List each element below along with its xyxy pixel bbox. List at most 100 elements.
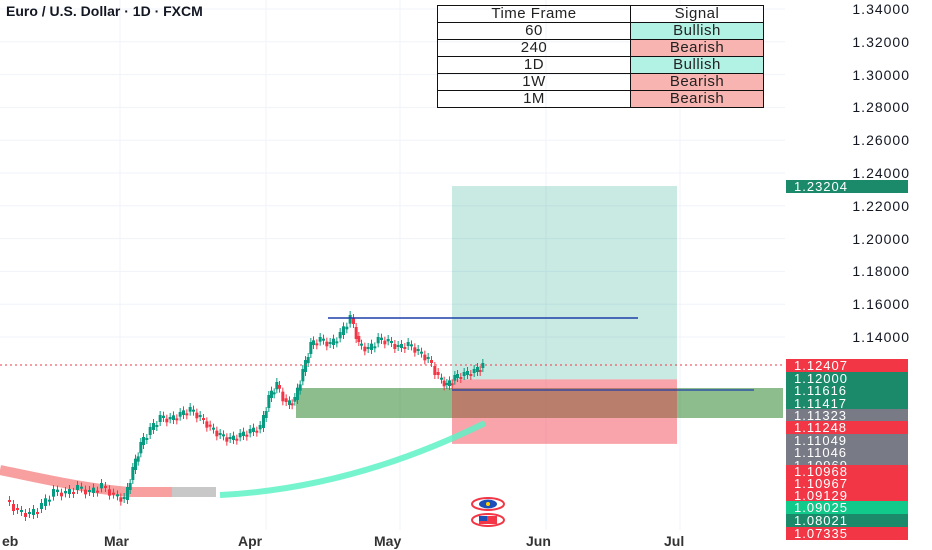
time-tick-label: May (374, 533, 402, 549)
signal-table: Time Frame Signal 60 Bullish 240 Bearish… (437, 5, 764, 108)
candle-body (345, 326, 349, 330)
candle-body (212, 427, 215, 430)
price-tick-label: 1.28000 (852, 99, 910, 116)
candle-body (400, 344, 403, 348)
candle-body (68, 489, 71, 494)
candle-body (148, 427, 152, 435)
candle-body (325, 341, 329, 347)
price-tag: 1.12407 (786, 359, 908, 372)
candle-body (24, 513, 27, 517)
candle-body (445, 383, 449, 385)
position-zones (296, 186, 783, 444)
candle-body (245, 434, 249, 437)
signal-cell: Bearish (630, 90, 764, 108)
time-tick-label: Jun (526, 533, 551, 549)
candle-body (72, 492, 75, 494)
candle-body (258, 425, 262, 430)
candle-body (215, 430, 219, 437)
signal-table-header: Time Frame Signal (437, 5, 764, 23)
candle-body (162, 415, 165, 418)
price-tag: 1.23204 (786, 180, 908, 193)
candle-body (76, 485, 79, 490)
candle-body (315, 343, 319, 346)
candle-body (128, 483, 132, 490)
candle-body (318, 337, 322, 342)
candle-body (370, 343, 373, 350)
candle-body (442, 380, 446, 387)
eu-flag-icon (470, 497, 506, 511)
price-tag: 1.12000 (786, 372, 908, 385)
candle-body (116, 494, 119, 497)
price-tick-label: 1.24000 (852, 165, 910, 181)
candle-body (448, 380, 451, 386)
time-tick-label: Mar (104, 533, 129, 549)
price-tag: 1.11417 (786, 397, 908, 410)
stop-loss-zone (452, 379, 677, 444)
take-profit-zone (452, 186, 677, 380)
candlestick-series (8, 311, 485, 521)
candle-body (182, 410, 185, 415)
candle-body (469, 374, 473, 376)
price-tick-label: 1.32000 (852, 33, 910, 50)
candle-body (462, 372, 466, 376)
candle-body (52, 489, 55, 497)
candle-body (366, 347, 370, 349)
price-tick-label: 1.34000 (852, 1, 910, 17)
candle-body (16, 508, 19, 510)
candle-body (232, 435, 235, 440)
candle-body (84, 489, 87, 495)
time-tick-label: Jul (664, 533, 685, 549)
candle-body (476, 367, 479, 372)
candle-body (290, 403, 294, 406)
price-tag: 1.07335 (786, 527, 908, 540)
candle-body (248, 429, 252, 434)
candle-body (205, 421, 209, 428)
candle-body (281, 391, 285, 402)
candle-body (352, 318, 355, 324)
signal-row: 60 Bullish (437, 22, 764, 40)
candle-body (92, 487, 95, 493)
candle-body (142, 437, 145, 445)
time-tick-label: Apr (238, 533, 263, 549)
candle-body (453, 375, 457, 381)
candle-body (152, 423, 155, 430)
candle-body (195, 412, 199, 419)
candle-body (478, 370, 482, 372)
candle-body (270, 390, 273, 398)
price-tag: 1.11323 (786, 409, 908, 422)
candle-body (48, 499, 51, 502)
candle-body (328, 342, 332, 344)
candle-body (198, 415, 202, 417)
candle-body (134, 458, 137, 470)
candle-body (296, 387, 299, 400)
signal-cell: Bearish (630, 39, 764, 57)
candle-body (168, 417, 172, 420)
signal-row: 1W Bearish (437, 73, 764, 91)
price-tag: 1.09129 (786, 489, 908, 502)
price-tag: 1.11046 (786, 446, 908, 459)
candle-body (222, 434, 225, 437)
candle-body (373, 346, 377, 349)
candle-body (28, 512, 31, 514)
candle-body (36, 512, 39, 514)
candle-body (430, 360, 433, 363)
us-flag-icon (470, 513, 506, 527)
header-signal: Signal (630, 5, 764, 23)
candle-body (108, 489, 111, 496)
candle-body (423, 354, 427, 361)
candle-body (272, 392, 276, 395)
price-tick-label: 1.18000 (852, 263, 910, 280)
candle-body (112, 492, 115, 495)
price-tick-label: 1.20000 (852, 230, 910, 247)
tf-cell: 1W (437, 73, 631, 91)
candle-body (403, 347, 407, 349)
candle-body (20, 510, 23, 512)
candle-body (413, 347, 417, 353)
price-tag: 1.10968 (786, 465, 908, 478)
candle-body (202, 418, 205, 420)
candle-body (262, 415, 265, 428)
candle-body (255, 430, 259, 433)
candle-body (416, 349, 420, 351)
candle-body (322, 338, 325, 341)
